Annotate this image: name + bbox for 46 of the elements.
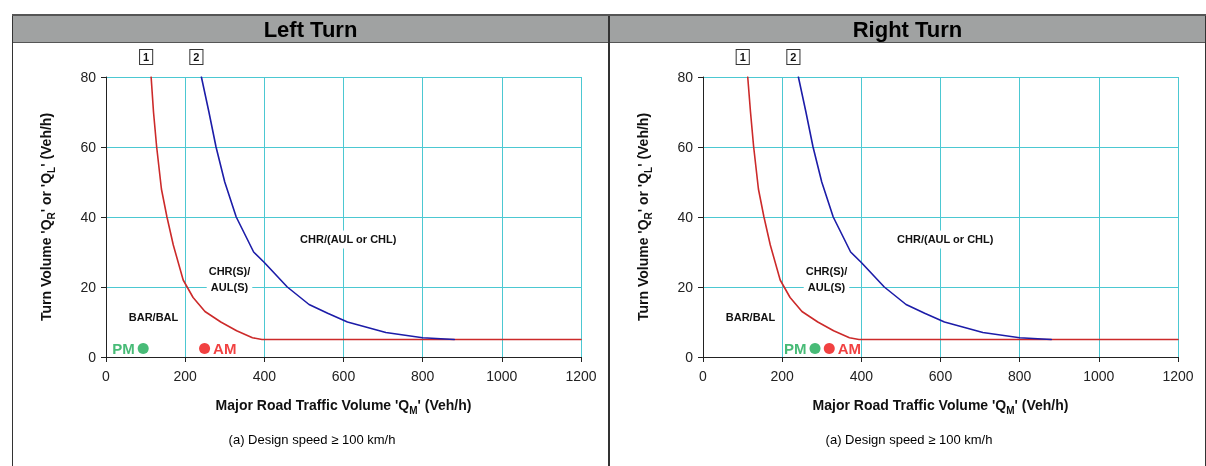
y-tick-label: 40 [80,209,97,225]
series-label: 1 [739,51,746,63]
y-axis-title: Turn Volume 'QR' or 'QL' (Veh/h) [635,112,654,322]
annotation: CHR(S)/ AUL(S) [208,264,251,293]
annotation: CHR(S)/ AUL(S) [805,264,848,293]
y-tick-label: 60 [677,139,694,155]
x-tick-label: 600 [331,368,356,384]
x-tick-label: 1000 [486,368,518,384]
series-label: AM [837,340,862,358]
x-tick-label: 800 [1007,368,1032,384]
series-label: PM [784,340,807,358]
x-tick-label: 1000 [1083,368,1115,384]
y-tick-label: 80 [80,69,97,85]
y-tick-label: 80 [677,69,694,85]
line-series [200,76,456,341]
x-tick-label: 400 [849,368,874,384]
series-label: 2 [790,51,797,63]
text: (a) Design speed ≥ 100 km/h [824,432,994,447]
annotation: BAR/BAL [128,310,179,323]
x-tick-label: 600 [928,368,953,384]
series-label: 2 [193,51,200,63]
text: (a) Design speed ≥ 100 km/h [227,432,397,447]
y-tick-label: 40 [677,209,694,225]
y-tick-label: 0 [685,349,694,365]
y-axis-title: Turn Volume 'QR' or 'QL' (Veh/h) [38,112,57,322]
x-tick-label: 0 [102,368,111,384]
x-tick-label: 800 [410,368,435,384]
y-tick-label: 20 [80,279,97,295]
chart-title: Right Turn [610,16,1205,43]
series-label: 1 [143,51,150,63]
annotation: CHR/(AUL or CHL) [897,233,994,246]
series-label: PM [112,340,135,358]
y-tick-label: 0 [88,349,97,365]
x-tick-label: 1200 [1162,368,1194,384]
line-series [797,76,1053,341]
y-tick-label: 20 [677,279,694,295]
annotation: BAR/BAL [725,310,776,323]
y-tick-label: 60 [80,139,97,155]
x-tick-label: 0 [699,368,708,384]
chart-title: Left Turn [13,16,608,43]
x-tick-label: 200 [770,368,795,384]
series-label: AM [213,340,237,358]
x-tick-label: 1200 [565,368,597,384]
x-tick-label: 200 [173,368,198,384]
annotation: CHR/(AUL or CHL) [300,233,397,246]
x-tick-label: 400 [252,368,277,384]
